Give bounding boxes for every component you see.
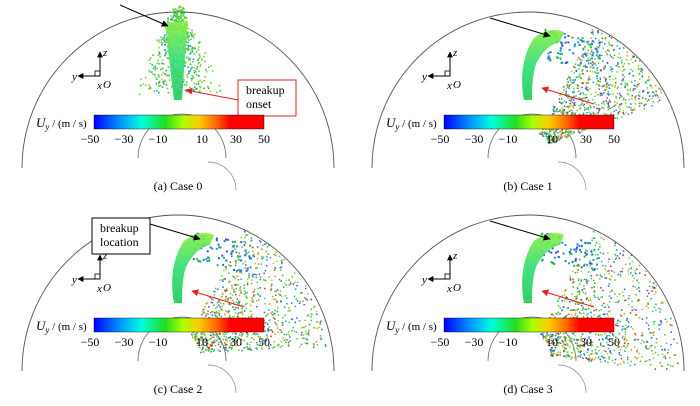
spray-droplets [191, 231, 327, 354]
colorbar-tick-label: −10 [499, 335, 518, 349]
z-axis-label: z [102, 47, 108, 59]
liquid-jet [164, 22, 188, 100]
breakup-onset-arrow [541, 289, 595, 308]
coordinate-axes: z y x O [71, 250, 111, 295]
colorbar-tick-label: −30 [465, 132, 484, 146]
spray-droplets [540, 230, 679, 370]
breakup-location-arrow [119, 4, 169, 27]
colorbar-tick-label: 50 [608, 335, 620, 349]
annotation-box [237, 79, 297, 117]
annotation-text-line-2: onset [246, 97, 272, 111]
y-axis-label: y [421, 274, 427, 286]
nozzle-lower-arc [207, 364, 237, 394]
colorbar-label: Uy / (m / s) [386, 318, 437, 335]
annotation-text-line-2: location [100, 235, 139, 249]
origin-label: O [103, 282, 111, 294]
domain-outer-arc [21, 214, 335, 372]
colorbar-tick-label: −50 [81, 132, 100, 146]
nozzle-lower-arc [557, 161, 587, 191]
x-axis-box [444, 273, 451, 280]
colorbar-label: Uy / (m / s) [386, 115, 437, 132]
annotation-text-line-1: breakup [246, 83, 285, 97]
colorbar-tick-label: 50 [258, 132, 270, 146]
colorbar-tick-label: −10 [499, 132, 518, 146]
colorbar-tick-label: −50 [431, 335, 450, 349]
nozzle-arc [137, 113, 227, 159]
colorbar-tick-label: 10 [546, 132, 558, 146]
colorbar-tick-label: −30 [115, 132, 134, 146]
breakup-onset-arrow [191, 289, 245, 308]
coordinate-axes: z y x O [421, 47, 461, 92]
colorbar-label: Uy / (m / s) [36, 115, 87, 132]
colorbar-tick-label: 50 [258, 335, 270, 349]
colorbar-tick-label: −30 [465, 335, 484, 349]
colorbar-tick-label: −10 [149, 132, 168, 146]
liquid-jet [172, 233, 214, 303]
x-axis-label: x [96, 80, 102, 92]
origin-label: O [453, 79, 461, 91]
x-axis-label: x [96, 283, 102, 295]
nozzle-arc [487, 113, 577, 159]
y-axis-label: y [71, 71, 77, 83]
colorbar-tick-label: 10 [546, 335, 558, 349]
x-axis-box [444, 70, 451, 77]
breakup-onset-arrow [541, 86, 595, 105]
coordinate-axes: z y x O [421, 250, 461, 295]
colorbar [93, 317, 265, 333]
colorbar-tick-label: 30 [230, 335, 242, 349]
panel-caption: (c) Case 2 [154, 382, 203, 396]
domain-outer-arc [371, 214, 685, 372]
nozzle-lower-arc [207, 161, 237, 191]
breakup-onset-arrow [185, 87, 239, 101]
annotation-text-line-1: breakup [100, 221, 139, 235]
x-axis-box [94, 70, 101, 77]
y-axis-label: y [71, 274, 77, 286]
panel-caption: (a) Case 0 [154, 179, 203, 193]
z-axis-label: z [102, 250, 108, 262]
colorbar-tick-label: −50 [81, 335, 100, 349]
colorbar-tick-label: 30 [580, 132, 592, 146]
colorbar-tick-label: −10 [149, 335, 168, 349]
panel-caption: (b) Case 1 [503, 179, 552, 193]
domain-outer-arc [371, 11, 685, 169]
panel-caption: (d) Case 3 [503, 382, 552, 396]
liquid-jet [522, 233, 564, 303]
panel-2: z y x O Uy / (m / s)−50 −30 −10 10 30 50 (b) Case … [371, 11, 685, 193]
origin-label: O [453, 282, 461, 294]
x-axis-label: x [446, 80, 452, 92]
colorbar-tick-label: 10 [196, 132, 208, 146]
colorbar [443, 317, 615, 333]
x-axis-box [94, 273, 101, 280]
colorbar [443, 114, 615, 130]
panel-4: z y x O Uy / (m / s)−50 −30 −10 10 30 50 (d) Case … [371, 214, 685, 396]
nozzle-lower-arc [557, 364, 587, 394]
z-axis-label: z [452, 47, 458, 59]
colorbar-tick-label: 50 [608, 132, 620, 146]
z-axis-label: z [452, 250, 458, 262]
colorbar-tick-label: 10 [196, 335, 208, 349]
x-axis-label: x [446, 283, 452, 295]
liquid-jet [522, 30, 564, 100]
annotation-box [91, 217, 151, 255]
colorbar-tick-label: 30 [580, 335, 592, 349]
colorbar-label: Uy / (m / s) [36, 318, 87, 335]
breakup-location-arrow [489, 220, 551, 241]
colorbar-tick-label: −30 [115, 335, 134, 349]
colorbar [93, 114, 265, 130]
coordinate-axes: z y x O [71, 47, 111, 92]
y-axis-label: y [421, 71, 427, 83]
colorbar-tick-label: 30 [230, 132, 242, 146]
colorbar-tick-label: −50 [431, 132, 450, 146]
breakup-location-arrow [489, 17, 551, 38]
nozzle-arc [487, 316, 577, 362]
origin-label: O [103, 79, 111, 91]
